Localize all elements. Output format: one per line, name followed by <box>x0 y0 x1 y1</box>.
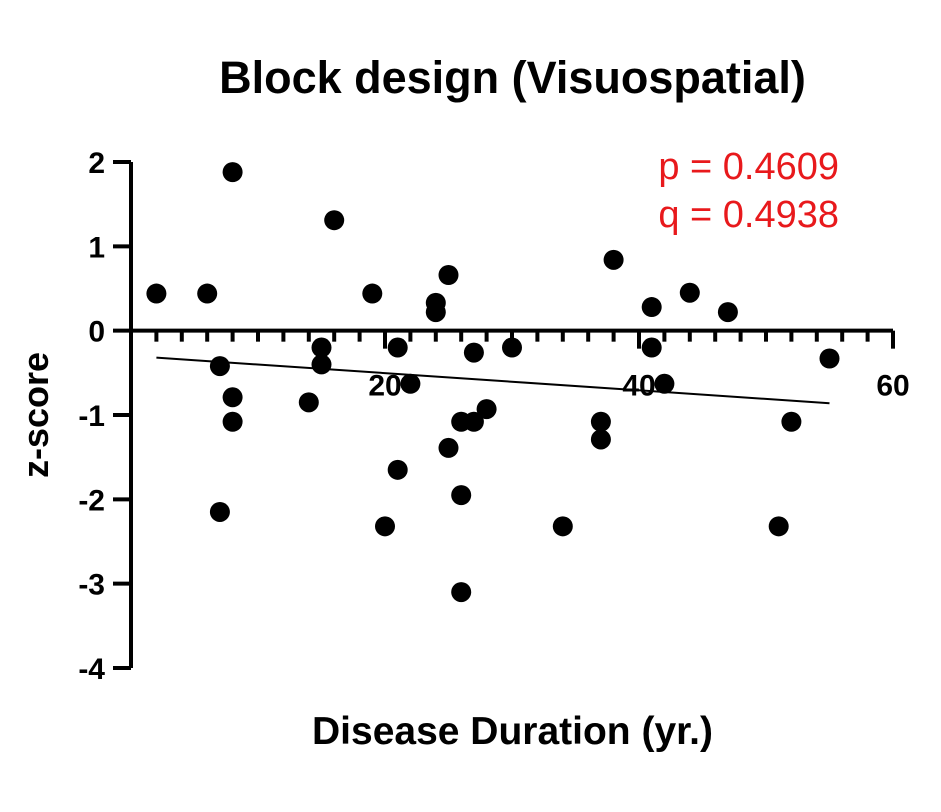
data-point <box>222 387 243 408</box>
data-point <box>438 437 459 458</box>
data-point <box>476 399 497 420</box>
data-point <box>311 354 332 375</box>
data-point <box>641 337 662 358</box>
data-point <box>387 459 408 480</box>
y-tick-label: -1 <box>78 400 105 433</box>
data-point <box>603 249 624 270</box>
data-point <box>451 485 472 506</box>
p-value-annotation: p = 0.4609 <box>658 146 839 188</box>
data-point <box>400 373 421 394</box>
data-point <box>502 337 522 358</box>
data-point <box>311 337 332 358</box>
data-point <box>641 297 662 318</box>
data-point <box>438 265 459 286</box>
data-point <box>375 516 395 537</box>
data-point <box>552 516 573 537</box>
data-point <box>222 162 243 183</box>
data-point <box>463 411 484 432</box>
data-point <box>362 283 383 304</box>
data-point <box>209 356 230 377</box>
data-point <box>451 582 472 603</box>
data-point <box>781 411 802 432</box>
data-point <box>298 392 319 413</box>
data-point <box>768 516 789 537</box>
x-tick-label: 20 <box>368 370 401 403</box>
data-point <box>425 302 446 323</box>
y-tick-label: 2 <box>88 147 105 180</box>
y-tick-label: -3 <box>78 569 105 602</box>
x-axis-label: Disease Duration (yr.) <box>312 710 713 753</box>
data-point <box>654 373 675 394</box>
data-point <box>197 283 218 304</box>
data-point <box>819 348 840 369</box>
x-tick-label: 40 <box>622 370 655 403</box>
data-point <box>387 337 408 358</box>
y-tick-label: 0 <box>88 316 105 349</box>
data-point <box>463 342 484 363</box>
data-point <box>222 411 243 432</box>
y-tick-label: -2 <box>78 484 105 517</box>
data-point <box>324 210 345 231</box>
data-point <box>590 411 611 432</box>
q-value-annotation: q = 0.4938 <box>658 194 839 236</box>
data-point <box>209 501 230 522</box>
data-point <box>146 283 167 304</box>
x-tick-label: 60 <box>876 370 909 403</box>
data-point <box>717 302 738 323</box>
y-tick-label: -4 <box>78 653 105 686</box>
y-tick-label: 1 <box>88 231 105 264</box>
chart-title: Block design (Visuospatial) <box>219 52 806 103</box>
data-point <box>679 282 700 303</box>
trend-line <box>156 356 830 405</box>
data-point <box>590 429 611 450</box>
